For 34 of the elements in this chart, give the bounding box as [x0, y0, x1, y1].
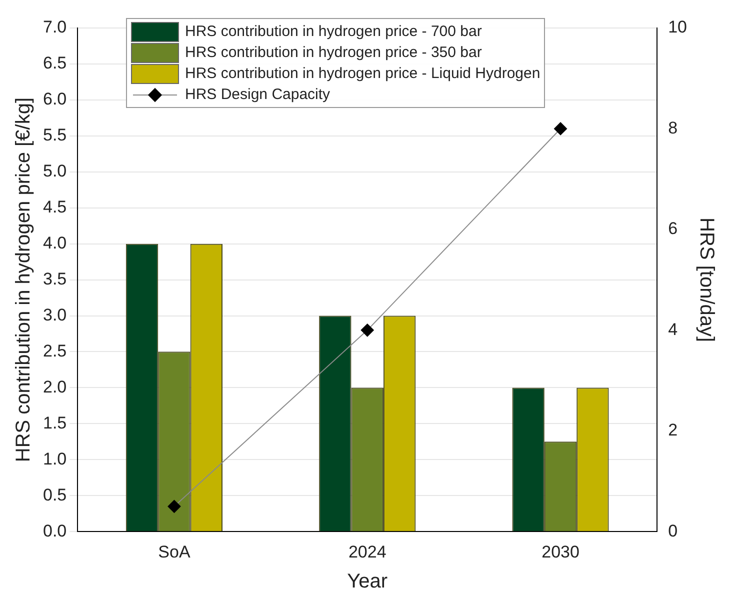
y-tick-label: 4.0	[42, 234, 67, 253]
y2-tick-label: 8	[668, 118, 678, 138]
y-tick-label: 7.0	[42, 18, 67, 37]
y-tick-label: 0.0	[42, 521, 67, 540]
y-tick-label: 0.5	[42, 485, 67, 504]
y-tick-label: 4.5	[42, 198, 67, 217]
legend-label: HRS contribution in hydrogen price - Liquid Hydrogen	[185, 65, 540, 82]
point	[554, 122, 568, 136]
point	[168, 500, 181, 513]
y-tick-label: 5.0	[42, 162, 67, 181]
y2-axis-title: HRS [ton/day]	[695, 218, 718, 342]
y-axis-title: HRS contribution in hydrogen price [€/kg]	[12, 97, 35, 462]
y-tick-label: 2.5	[42, 341, 67, 360]
y2-tick-label: 6	[668, 219, 678, 238]
y-tick-label: 3.0	[42, 305, 67, 324]
y-tick-label: 1.5	[42, 413, 67, 432]
y2-tick-label: 10	[668, 18, 688, 37]
y2-tick-label: 0	[668, 521, 678, 540]
x-axis-title: Year	[347, 570, 388, 593]
legend-label: HRS contribution in hydrogen price - 700 bar	[185, 23, 482, 40]
x-tick-label: 2024	[348, 542, 386, 562]
point	[360, 324, 374, 337]
y-tick-label: 5.5	[42, 126, 67, 145]
y2-tick-label: 2	[668, 420, 678, 440]
x-tick-label: SoA	[158, 542, 191, 562]
y-tick-label: 3.5	[42, 269, 67, 288]
y-tick-label: 2.0	[42, 377, 67, 396]
y-tick-label: 6.5	[42, 54, 67, 73]
legend-label: HRS Design Capacity	[185, 86, 330, 103]
y-tick-label: 1.0	[42, 449, 67, 468]
y-tick-label: 6.0	[42, 90, 67, 109]
x-tick-label: 2030	[542, 542, 580, 562]
y2-tick-label: 4	[668, 320, 678, 339]
legend-label: HRS contribution in hydrogen price - 350 bar	[185, 44, 482, 61]
